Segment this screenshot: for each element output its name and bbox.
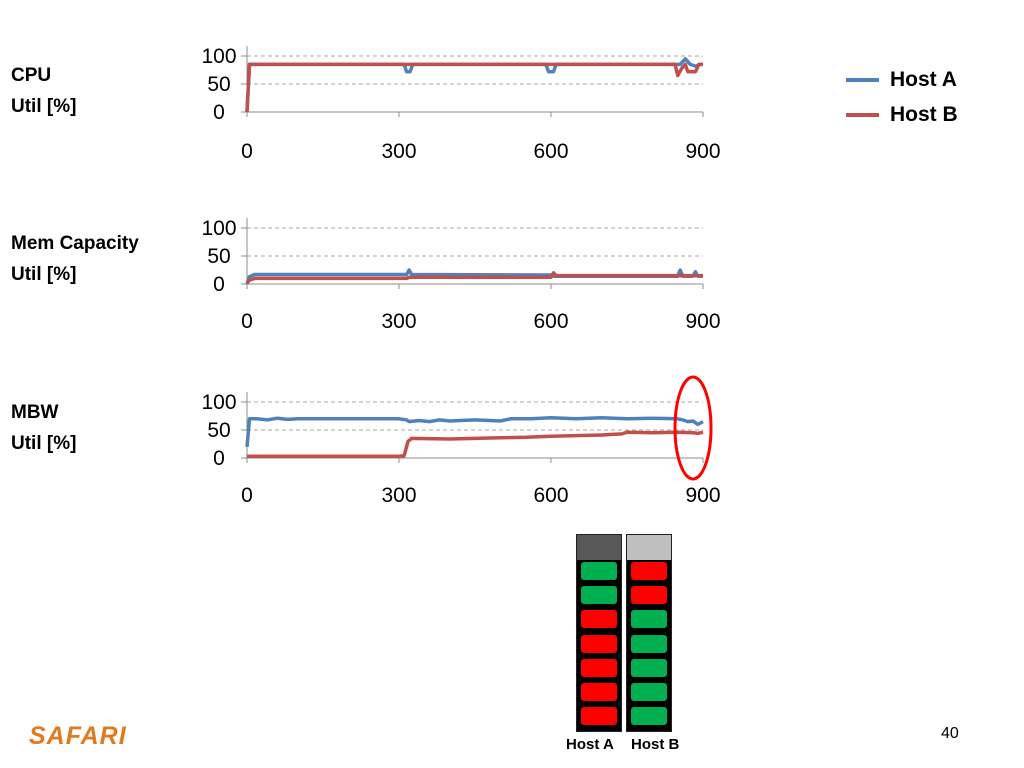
mem-label-line2: Util [%]	[11, 264, 77, 285]
host-a-caption: Host A	[566, 736, 614, 753]
host-a-cell-4	[580, 633, 618, 654]
mem-x-tick-label-0: 0	[241, 310, 253, 333]
mem-y-tick-label-0: 0	[213, 273, 225, 296]
host-a-cell-1	[580, 561, 618, 581]
host-b-cell-4	[630, 633, 668, 654]
host-a-cell-7	[580, 706, 618, 727]
cpu-x-tick-label-300: 300	[381, 140, 416, 163]
mem-label-line1: Mem Capacity	[11, 233, 139, 254]
host-b-cell-7	[630, 706, 668, 727]
mem-y-tick-label-100: 100	[201, 217, 236, 240]
host-a-column-header	[577, 535, 621, 560]
mem-capacity-util-chart: 0 50 100 0 300 600 900	[201, 217, 720, 333]
legend-item-host-a: Host A	[846, 62, 958, 97]
cpu-y-tick-label-0: 0	[213, 101, 225, 124]
host-a-cell-2	[580, 585, 618, 606]
legend-item-host-b: Host B	[846, 97, 958, 132]
mem-y-tick-label-50: 50	[207, 245, 230, 268]
host-b-cell-6	[630, 682, 668, 702]
legend-swatch-host-a	[846, 77, 879, 82]
cpu-y-tick-label-50: 50	[207, 73, 230, 96]
cpu-label-line2: Util [%]	[11, 96, 77, 117]
mbw-label-line1: MBW	[11, 402, 59, 423]
cpu-x-tick-label-600: 600	[533, 140, 568, 163]
legend-swatch-host-b	[846, 112, 879, 117]
mbw-x-tick-label-300: 300	[381, 484, 416, 507]
mbw-x-tick-label-0: 0	[241, 484, 253, 507]
legend: Host A Host B	[846, 62, 958, 132]
legend-label-host-a: Host A	[890, 67, 957, 91]
host-a-cell-6	[580, 682, 618, 702]
host-a-column	[576, 534, 622, 732]
host-b-cell-5	[630, 657, 668, 678]
mbw-y-tick-label-0: 0	[213, 447, 225, 470]
mbw-util-chart: 0 50 100 0 300 600 900	[201, 375, 721, 507]
mem-series-host-b	[245, 271, 703, 285]
mem-capacity-util-label: Mem Capacity Util [%]	[11, 228, 171, 290]
mbw-util-label: MBW Util [%]	[11, 397, 171, 459]
mem-x-tick-label-600: 600	[533, 310, 568, 333]
host-b-cell-1	[630, 561, 668, 581]
cpu-x-tick-label-0: 0	[241, 140, 253, 163]
host-b-cell-2	[630, 585, 668, 606]
mbw-series-host-a	[245, 415, 704, 447]
mbw-y-tick-label-100: 100	[201, 391, 236, 414]
mbw-y-tick-label-50: 50	[207, 419, 230, 442]
mbw-highlight-ellipse	[673, 375, 713, 481]
cpu-series-host-b	[245, 62, 703, 113]
mem-x-tick-label-900: 900	[685, 310, 720, 333]
host-b-cell-3	[630, 609, 668, 630]
mbw-x-tick-label-900: 900	[685, 484, 720, 507]
host-b-caption: Host B	[631, 736, 680, 753]
cpu-y-tick-label-100: 100	[201, 45, 236, 68]
host-b-column	[626, 534, 672, 732]
cpu-util-label: CPU Util [%]	[11, 60, 171, 122]
mbw-series-host-b	[247, 430, 704, 459]
legend-label-host-b: Host B	[890, 102, 958, 126]
cpu-util-chart: 0 50 100 0 300 600 900	[201, 45, 720, 163]
cpu-x-tick-label-900: 900	[685, 140, 720, 163]
cpu-label-line1: CPU	[11, 65, 52, 86]
host-a-cell-3	[580, 609, 618, 630]
page-number: 40	[941, 725, 959, 742]
safari-logo: SAFARI	[29, 722, 127, 750]
cpu-series-host-a	[245, 57, 703, 113]
host-a-cell-5	[580, 657, 618, 678]
host-b-column-header	[627, 535, 671, 560]
mbw-x-tick-label-600: 600	[533, 484, 568, 507]
mbw-label-line2: Util [%]	[11, 433, 77, 454]
mem-x-tick-label-300: 300	[381, 310, 416, 333]
